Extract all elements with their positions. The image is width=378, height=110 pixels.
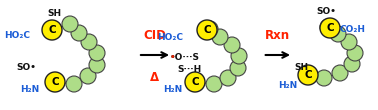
Text: CID: CID (144, 29, 166, 42)
Circle shape (89, 57, 105, 73)
Text: SH: SH (294, 63, 308, 72)
Circle shape (202, 21, 218, 37)
Circle shape (347, 45, 363, 61)
Circle shape (45, 72, 65, 92)
Text: •O···S: •O···S (170, 52, 200, 61)
Circle shape (298, 65, 318, 85)
Circle shape (66, 76, 82, 92)
Circle shape (81, 34, 97, 50)
Circle shape (80, 68, 96, 84)
Text: H₂N: H₂N (278, 81, 297, 90)
Circle shape (62, 16, 78, 32)
Circle shape (206, 76, 222, 92)
Circle shape (185, 72, 205, 92)
Circle shape (42, 20, 62, 40)
Circle shape (224, 37, 240, 53)
Text: C: C (191, 77, 199, 87)
Circle shape (330, 26, 346, 42)
Circle shape (320, 18, 340, 38)
Circle shape (316, 70, 332, 86)
Text: S···H: S···H (177, 65, 201, 74)
Text: Rxn: Rxn (265, 29, 290, 42)
Circle shape (89, 45, 105, 61)
Circle shape (220, 70, 236, 86)
Text: •: • (170, 52, 176, 61)
Text: C: C (326, 23, 334, 33)
Text: SO•: SO• (16, 63, 36, 72)
Circle shape (71, 25, 87, 41)
Circle shape (332, 65, 348, 81)
Text: C: C (48, 25, 56, 35)
Circle shape (212, 29, 228, 45)
Text: HO₂C: HO₂C (4, 31, 30, 40)
Circle shape (231, 48, 247, 64)
Circle shape (341, 34, 357, 50)
Circle shape (197, 20, 217, 40)
Text: CO₂H: CO₂H (340, 26, 366, 35)
Circle shape (344, 56, 360, 72)
Text: C: C (51, 77, 59, 87)
Text: C: C (304, 70, 312, 80)
Text: Δ: Δ (150, 71, 160, 83)
Text: H₂N: H₂N (163, 85, 182, 94)
Text: SO•: SO• (316, 7, 336, 16)
Text: H₂N: H₂N (20, 85, 39, 94)
Text: HO₂C: HO₂C (157, 34, 183, 42)
Text: SH: SH (47, 8, 61, 17)
Circle shape (320, 19, 336, 35)
Circle shape (230, 60, 246, 76)
Text: C: C (203, 25, 211, 35)
